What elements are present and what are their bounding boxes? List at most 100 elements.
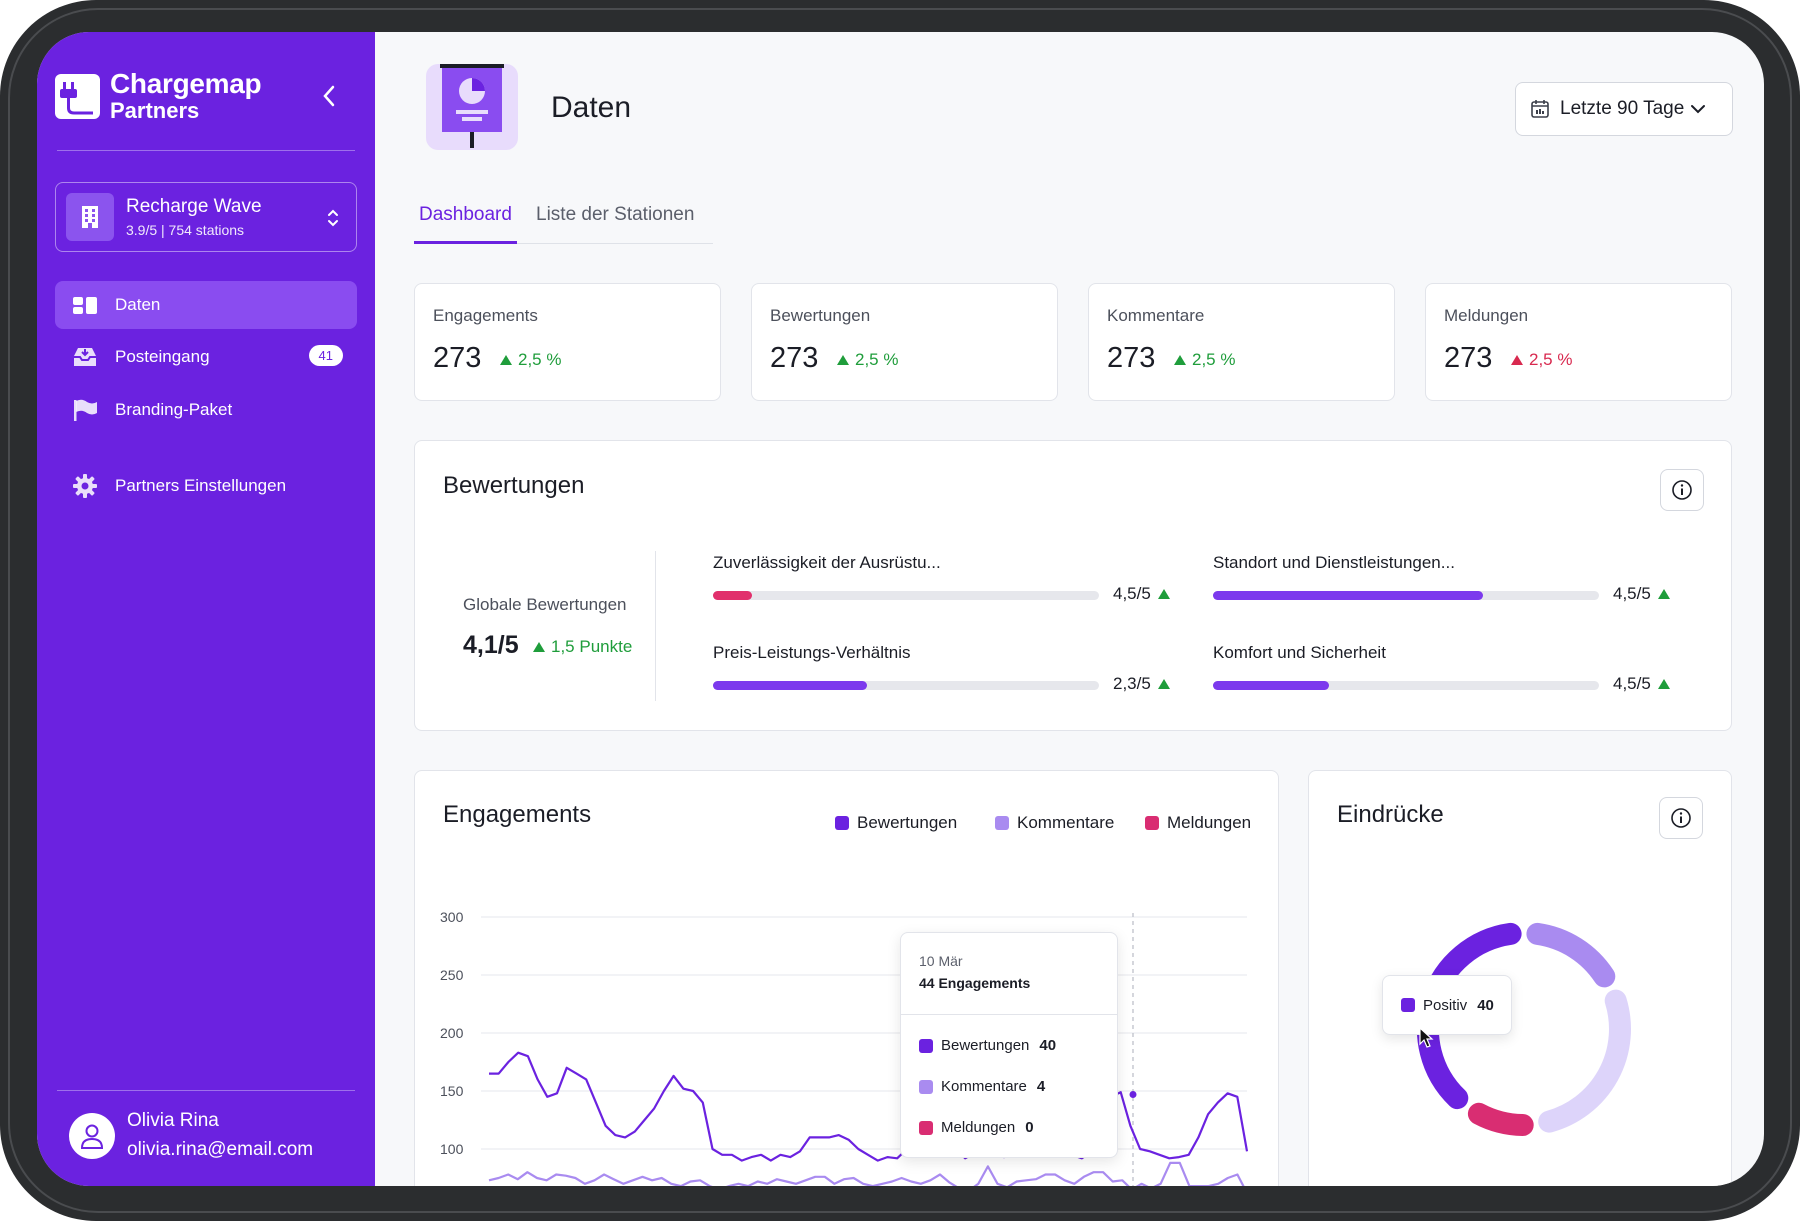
rating-bar-fill	[713, 681, 868, 690]
rating-bar-track	[1213, 591, 1599, 600]
donut-segment-neutral[interactable]	[1526, 922, 1616, 988]
flag-icon	[72, 398, 98, 422]
donut-segment-neutral-hell[interactable]	[1538, 989, 1631, 1133]
legend-item[interactable]: Meldungen	[1145, 813, 1251, 833]
date-range-select[interactable]: Letzte 90 Tage	[1515, 82, 1733, 136]
station-meta: 3.9/5 | 754 stations	[126, 222, 245, 238]
legend-item[interactable]: Kommentare	[995, 813, 1114, 833]
tooltip-divider	[901, 1014, 1117, 1015]
rating-metric: Zuverlässigkeit der Ausrüstu... 4,5/5	[713, 553, 1170, 613]
tooltip-row-label: Bewertungen	[941, 1037, 1030, 1054]
presentation-icon	[426, 64, 518, 150]
rating-value-text: 4,5/5	[1613, 674, 1651, 693]
legend-swatch	[1145, 816, 1159, 830]
rating-metric-label: Zuverlässigkeit der Ausrüstu...	[713, 553, 941, 572]
building-icon	[66, 193, 114, 241]
rating-metric-value: 4,5/5	[1613, 584, 1670, 604]
engagements-title: Engagements	[443, 801, 592, 828]
legend-label: Kommentare	[1017, 813, 1115, 832]
series-line-bewertungen	[489, 1051, 1249, 1162]
user-profile[interactable]: Olivia Rina olivia.rina@email.com	[69, 1110, 313, 1161]
tooltip-row-value: 0	[1025, 1119, 1034, 1136]
sidebar-divider	[57, 150, 355, 151]
page-title: Daten	[551, 91, 632, 124]
donut-tooltip-value: 40	[1477, 996, 1494, 1014]
chart-tooltip: 10 Mär 44 Engagements Bewertungen 40 Komm…	[900, 932, 1118, 1158]
stat-delta-value: 2,5 %	[1529, 350, 1573, 369]
stat-delta-value: 2,5 %	[518, 350, 562, 369]
station-switcher[interactable]: Recharge Wave 3.9/5 | 754 stations	[55, 182, 357, 252]
engagements-line-chart: 30025020015010050	[440, 909, 1249, 1186]
stat-card-bewertungen: Bewertungen 273 2,5 %	[751, 283, 1058, 401]
y-tick-label: 150	[440, 1083, 464, 1099]
stat-value: 273	[1444, 342, 1493, 374]
tooltip-row-label: Kommentare	[941, 1078, 1027, 1095]
stat-delta: 2,5 %	[1511, 350, 1572, 370]
rating-bar-track	[713, 681, 1099, 690]
info-icon	[1672, 480, 1692, 500]
sidebar-item-branding-paket[interactable]: Branding-Paket	[55, 386, 357, 434]
trend-up-icon	[1657, 589, 1670, 599]
ratings-info-button[interactable]	[1660, 469, 1704, 511]
ratings-card: Bewertungen Globale Bewertungen 4,1/5 1,…	[414, 440, 1732, 731]
mouse-cursor-icon	[1419, 1026, 1434, 1048]
sidebar-item-posteingang[interactable]: Posteingang 41	[55, 333, 357, 381]
trend-up-icon	[837, 355, 849, 365]
tab-dashboard[interactable]: Dashboard	[414, 204, 517, 244]
trend-up-icon	[1174, 355, 1186, 365]
rating-bar-fill	[1213, 681, 1329, 690]
sidebar-item-label: Partners Einstellungen	[115, 476, 287, 495]
sidebar-item-label: Branding-Paket	[115, 400, 233, 419]
tooltip-row: Meldungen 0	[919, 1119, 1034, 1136]
stat-label: Engagements	[433, 306, 538, 325]
impressions-title: Eindrücke	[1337, 801, 1444, 828]
chevron-up-down-icon	[328, 209, 338, 227]
brand-name: Chargemap	[110, 68, 262, 99]
tooltip-row-value: 40	[1039, 1037, 1057, 1054]
user-email: olivia.rina@email.com	[127, 1139, 314, 1160]
legend-label: Bewertungen	[857, 813, 958, 832]
legend-swatch	[995, 816, 1009, 830]
tooltip-total: 44 Engagements	[919, 975, 1031, 991]
tab-liste-der-stationen[interactable]: Liste der Stationen	[536, 204, 695, 225]
rating-value-text: 2,3/5	[1113, 674, 1151, 693]
user-name: Olivia Rina	[127, 1110, 219, 1131]
device-bezel-edge	[8, 8, 1792, 1213]
trend-up-icon	[500, 355, 512, 365]
rating-bar-fill	[713, 591, 752, 600]
plug-icon	[55, 73, 100, 119]
trend-up-icon	[1157, 589, 1170, 599]
stat-card-engagements: Engagements 273 2,5 %	[414, 283, 721, 401]
tooltip-swatch	[919, 1120, 933, 1135]
stat-delta: 2,5 %	[837, 350, 898, 370]
stat-label: Kommentare	[1107, 306, 1205, 325]
stat-card-meldungen: Meldungen 273 2,5 %	[1425, 283, 1732, 401]
sidebar-item-label: Posteingang	[115, 347, 210, 366]
impressions-info-button[interactable]	[1659, 797, 1703, 839]
donut-segment-negativ[interactable]	[1467, 1102, 1534, 1136]
trend-up-icon	[1157, 679, 1170, 689]
date-range-label: Letzte 90 Tage	[1560, 98, 1685, 119]
trend-up-icon	[1657, 679, 1670, 689]
chevron-left-icon	[323, 85, 335, 107]
tab-bar: Dashboard Liste der Stationen	[414, 204, 713, 244]
legend-item[interactable]: Bewertungen	[835, 813, 957, 833]
rating-metric: Standort und Dienstleistungen... 4,5/5	[1213, 553, 1670, 613]
rating-bar-track	[1213, 681, 1599, 690]
trend-up-icon	[533, 642, 545, 652]
ratings-title: Bewertungen	[443, 472, 585, 499]
stat-label: Meldungen	[1444, 306, 1529, 325]
tooltip-swatch	[919, 1038, 933, 1053]
brand-logo[interactable]: Chargemap Partners	[55, 68, 262, 122]
rating-bar-track	[713, 591, 1099, 600]
avatar	[69, 1112, 115, 1159]
gear-icon	[72, 474, 98, 498]
collapse-sidebar-button[interactable]	[318, 82, 340, 110]
legend-label: Meldungen	[1167, 813, 1252, 832]
sidebar-item-partners-einstellungen[interactable]: Partners Einstellungen	[55, 462, 357, 510]
sidebar-item-daten[interactable]: Daten	[55, 281, 357, 329]
app-screen: Chargemap Partners	[37, 32, 1764, 1186]
stat-card-kommentare: Kommentare 273 2,5 %	[1088, 283, 1395, 401]
chart-grid-icon	[72, 293, 98, 317]
unread-count-badge: 41	[308, 345, 343, 366]
